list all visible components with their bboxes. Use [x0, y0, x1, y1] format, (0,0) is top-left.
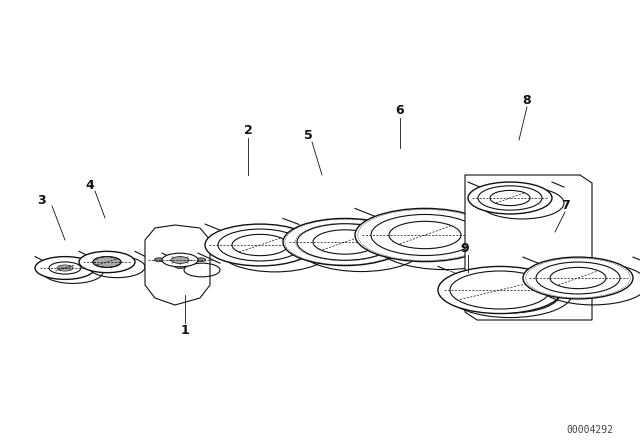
Ellipse shape [297, 224, 393, 260]
Text: 9: 9 [461, 241, 469, 254]
Ellipse shape [313, 230, 377, 254]
Ellipse shape [93, 257, 121, 267]
Polygon shape [145, 225, 210, 305]
Text: 6: 6 [396, 103, 404, 116]
Text: 5: 5 [303, 129, 312, 142]
Ellipse shape [536, 262, 620, 294]
Text: 3: 3 [38, 194, 46, 207]
Ellipse shape [93, 257, 121, 267]
Text: 1: 1 [180, 323, 189, 336]
Text: 4: 4 [86, 178, 94, 191]
Ellipse shape [57, 265, 73, 271]
Ellipse shape [389, 221, 461, 249]
Ellipse shape [218, 229, 302, 261]
Ellipse shape [35, 257, 95, 280]
Ellipse shape [196, 258, 206, 262]
Ellipse shape [550, 267, 606, 289]
Ellipse shape [205, 224, 315, 266]
Ellipse shape [490, 190, 530, 206]
Ellipse shape [154, 258, 164, 262]
Ellipse shape [171, 257, 189, 263]
Ellipse shape [283, 219, 407, 266]
Ellipse shape [450, 271, 550, 309]
Text: 7: 7 [561, 198, 570, 211]
Ellipse shape [162, 253, 198, 267]
Text: 2: 2 [244, 124, 252, 137]
Ellipse shape [355, 208, 495, 262]
Ellipse shape [468, 182, 552, 214]
Ellipse shape [523, 257, 633, 299]
Ellipse shape [175, 265, 185, 268]
Ellipse shape [478, 186, 542, 210]
Text: 8: 8 [523, 94, 531, 107]
Polygon shape [465, 175, 592, 320]
Ellipse shape [232, 234, 288, 256]
Text: 00004292: 00004292 [566, 425, 614, 435]
Ellipse shape [79, 251, 135, 273]
Ellipse shape [371, 215, 479, 255]
Ellipse shape [438, 267, 562, 314]
Ellipse shape [49, 262, 81, 274]
